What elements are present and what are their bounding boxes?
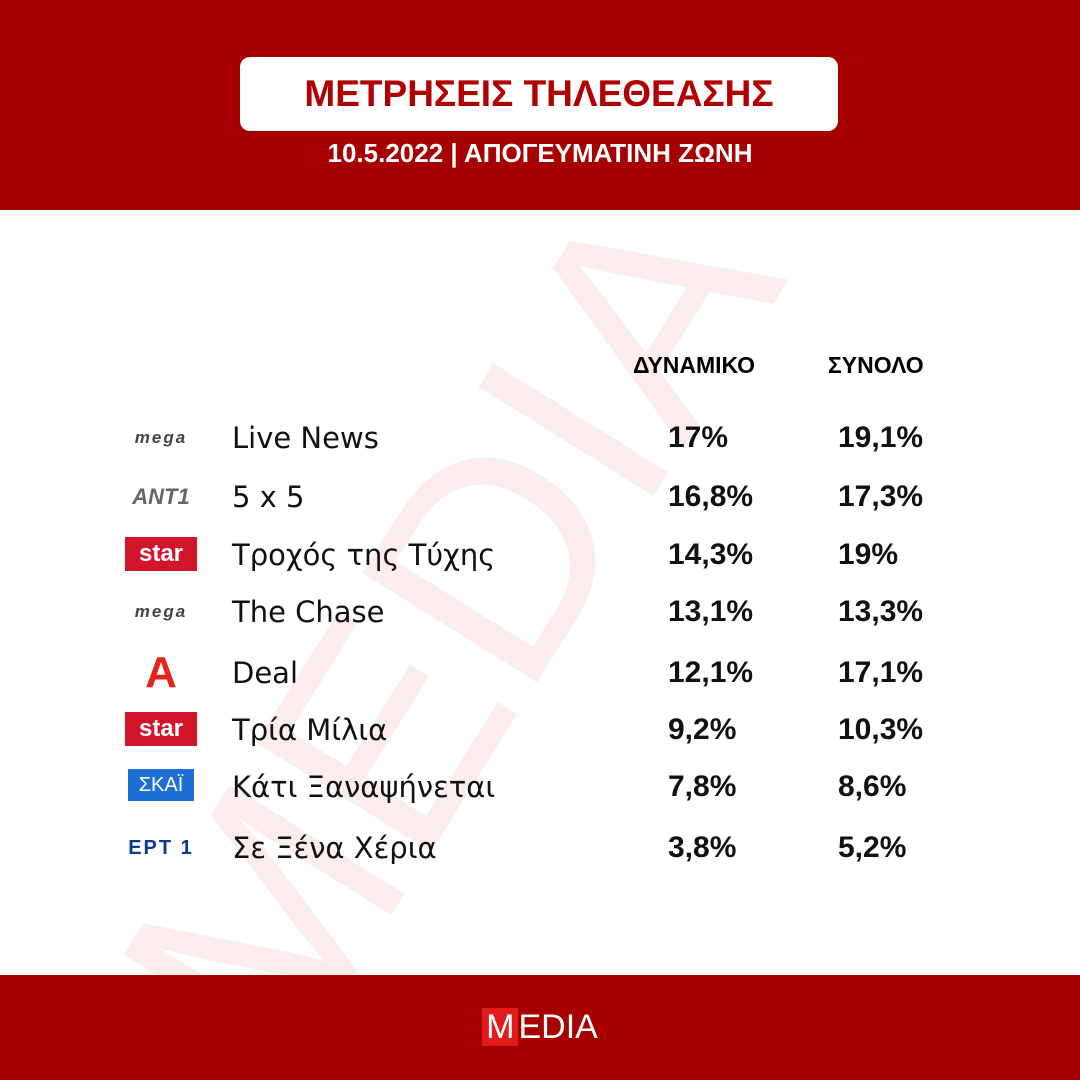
- column-header: ΔΥΝΑΜΙΚΟ: [633, 352, 755, 378]
- channel-logo: mega: [134, 428, 188, 447]
- title: ΜΕΤΡΗΣΕΙΣ ΤΗΛΕΘΕΑΣΗΣ: [240, 57, 838, 131]
- potential-share: 14,3%: [668, 538, 754, 571]
- show-name: The Chase: [232, 595, 385, 629]
- channel-logo: ΕΡΤ 1: [128, 836, 194, 859]
- potential-share: 17%: [668, 421, 729, 454]
- total-share: 8,6%: [838, 770, 907, 803]
- potential-share: 3,8%: [668, 831, 737, 864]
- potential-share: 12,1%: [668, 656, 754, 689]
- total-share: 19%: [838, 538, 899, 571]
- total-share: 5,2%: [838, 831, 907, 864]
- total-share: 13,3%: [838, 595, 924, 628]
- total-share: 10,3%: [838, 713, 924, 746]
- channel-logo: star: [125, 712, 197, 746]
- channel-logo: mega: [134, 602, 188, 621]
- show-name: 5 x 5: [232, 480, 305, 514]
- total-share: 17,3%: [838, 480, 924, 513]
- potential-share: 7,8%: [668, 770, 737, 803]
- channel-logo: ANT1: [132, 484, 190, 509]
- total-share: 19,1%: [838, 421, 924, 454]
- potential-share: 13,1%: [668, 595, 754, 628]
- show-name: Deal: [232, 656, 299, 690]
- subtitle: 10.5.2022 | ΑΠΟΓΕΥΜΑΤΙΝΗ ΖΩΝΗ: [327, 138, 753, 168]
- column-header: ΣΥΝΟΛΟ: [828, 352, 924, 378]
- show-name: Τροχός της Τύχης: [232, 538, 496, 572]
- show-name: Live News: [232, 421, 379, 455]
- show-name: Κάτι Ξαναψήνεται: [232, 770, 496, 804]
- potential-share: 9,2%: [668, 713, 737, 746]
- footer-band: [0, 975, 1080, 1080]
- show-name: Τρία Μίλια: [232, 713, 388, 747]
- channel-logo: star: [125, 537, 197, 571]
- show-name: Σε Ξένα Χέρια: [232, 831, 437, 865]
- channel-logo: ΣΚΑΪ: [128, 769, 194, 801]
- total-share: 17,1%: [838, 656, 924, 689]
- channel-logo: A: [145, 648, 177, 697]
- footer-logo: M EDIA: [0, 1008, 1080, 1047]
- logo-m: M: [482, 1008, 519, 1046]
- potential-share: 16,8%: [668, 480, 754, 513]
- logo-rest: EDIA: [518, 1008, 598, 1046]
